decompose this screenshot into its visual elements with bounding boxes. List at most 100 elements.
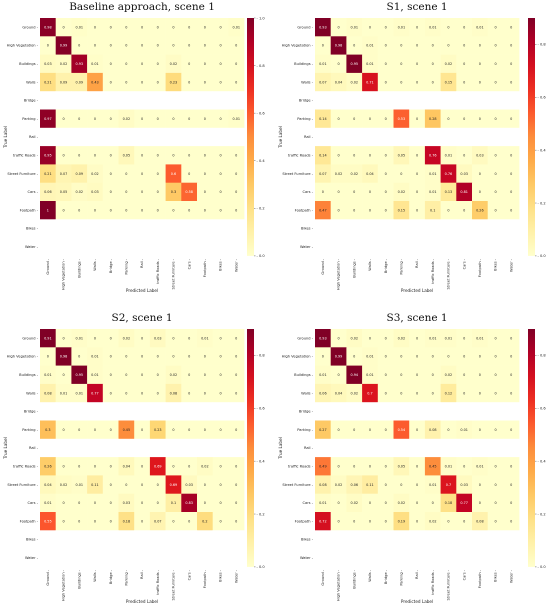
- heatmap-cell: [377, 146, 394, 165]
- heatmap-cell-value: 0: [188, 336, 190, 340]
- heatmap-cell: [409, 36, 426, 55]
- heatmap-cell-empty: [212, 91, 229, 110]
- heatmap-cell: [118, 164, 135, 183]
- heatmap-cell-empty: [55, 127, 72, 147]
- heatmap-cell-value: 0: [235, 483, 237, 487]
- heatmap-cell: [134, 457, 151, 476]
- heatmap-cell-empty: [102, 402, 119, 421]
- heatmap-cell-value: 0: [463, 355, 465, 359]
- heatmap-cell-value: 0.54: [398, 428, 406, 432]
- heatmap-cell-empty: [71, 438, 88, 458]
- heatmap-cell-value: 0.02: [123, 117, 131, 121]
- x-tick-label-bikes: Bikes -: [494, 569, 498, 582]
- heatmap-cell-value: 0: [353, 428, 355, 432]
- heatmap-cell-value: 0: [110, 117, 112, 121]
- heatmap-cell: [40, 36, 56, 55]
- heatmap-cell-value: 0: [353, 208, 355, 212]
- heatmap-cell-value: 0: [235, 208, 237, 212]
- heatmap-cell-value: 0: [447, 25, 449, 29]
- heatmap-cell-value: 0: [94, 25, 96, 29]
- heatmap-cell-value: 0.13: [445, 190, 453, 194]
- heatmap-cell-value: 0: [416, 464, 418, 468]
- heatmap-cell: [149, 347, 166, 366]
- heatmap-cell: [71, 54, 88, 74]
- heatmap-cell-value: 0: [510, 519, 512, 523]
- heatmap-cell: [440, 201, 457, 220]
- heatmap-cell-empty: [40, 219, 56, 238]
- colorbar-tick-label: - 0.8: [257, 64, 266, 68]
- heatmap-cell-value: 0: [110, 208, 112, 212]
- heatmap-cell-empty: [424, 237, 441, 257]
- x-tick-label-street-furniture: Street Furniture -: [447, 569, 451, 600]
- x-tick-label-walls: Walls -: [368, 569, 372, 582]
- heatmap-cell-value: 0: [78, 208, 80, 212]
- heatmap-cell: [472, 512, 488, 531]
- heatmap-cell-value: 0: [78, 153, 80, 157]
- heatmap-cell-empty: [118, 548, 135, 568]
- heatmap-cell-empty: [487, 237, 504, 257]
- heatmap-cell-value: 0.01: [476, 25, 484, 29]
- heatmap-cell-value: 0.18: [123, 519, 131, 523]
- heatmap-cell: [487, 329, 504, 348]
- heatmap-cell-value: 0: [385, 464, 387, 468]
- heatmap-cell-value: 0.2: [202, 519, 207, 523]
- heatmap-cell-value: 0.02: [445, 373, 453, 377]
- x-tick-label-walls: Walls -: [93, 258, 97, 271]
- heatmap-cell: [212, 457, 229, 476]
- heatmap-cell-empty: [456, 530, 473, 549]
- heatmap-cell: [472, 347, 488, 366]
- heatmap-cell-value: 0: [416, 117, 418, 121]
- heatmap-cell-empty: [487, 127, 504, 147]
- heatmap-cell-empty: [472, 237, 488, 257]
- heatmap-cell: [212, 475, 229, 494]
- heatmap-cell: [315, 493, 331, 513]
- heatmap-cell: [346, 72, 363, 92]
- heatmap-cell: [87, 164, 104, 183]
- heatmap-cell-empty: [102, 438, 119, 458]
- heatmap-cell: [228, 365, 245, 385]
- heatmap-cell-value: 0: [141, 483, 143, 487]
- heatmap-cell-value: 0: [235, 464, 237, 468]
- heatmap-cell-value: 0: [494, 62, 496, 66]
- heatmap-cell: [440, 72, 457, 92]
- heatmap-cell-value: 0: [235, 44, 237, 48]
- heatmap-cell-value: 0: [494, 80, 496, 84]
- heatmap-cell-value: 0.01: [429, 25, 437, 29]
- heatmap-cell: [87, 475, 104, 494]
- heatmap-cell: [134, 201, 151, 220]
- heatmap-cell-value: 0: [463, 44, 465, 48]
- heatmap-cell: [377, 457, 394, 476]
- heatmap-cell: [440, 365, 457, 385]
- heatmap-cell-empty: [362, 530, 379, 549]
- y-tick-label-ground: Ground -: [22, 336, 38, 340]
- heatmap-cell-value: 0.94: [350, 373, 358, 377]
- heatmap-cell: [315, 36, 331, 55]
- x-tick-label-traffic-roads: traffic Roads -: [431, 569, 435, 595]
- heatmap-cell: [212, 493, 229, 513]
- heatmap-cell-empty: [149, 438, 166, 458]
- heatmap-cell: [228, 475, 245, 494]
- heatmap-cell: [440, 329, 457, 348]
- heatmap-cell: [212, 164, 229, 183]
- heatmap-cell-value: 0: [204, 373, 206, 377]
- heatmap-cell-value: 0.58: [185, 190, 193, 194]
- heatmap-cell-empty: [315, 219, 331, 238]
- heatmap-cell-value: 0.19: [398, 519, 406, 523]
- heatmap-cell-value: 0: [510, 44, 512, 48]
- x-tick-label-water: Water -: [509, 569, 513, 583]
- panel-4-title: S3, scene 1: [387, 312, 448, 324]
- y-tick-label-cars: Cars -: [27, 190, 38, 194]
- heatmap-cell: [393, 457, 410, 476]
- heatmap-cell: [228, 493, 245, 513]
- heatmap-cell-value: 0: [510, 153, 512, 157]
- heatmap-cell: [212, 365, 229, 385]
- heatmap-cell-value: 0.02: [60, 483, 68, 487]
- heatmap-cell: [149, 365, 166, 385]
- heatmap-cell-empty: [330, 402, 347, 421]
- heatmap-cell-empty: [228, 127, 245, 147]
- heatmap-cell-value: 0: [416, 391, 418, 395]
- heatmap-cell-value: 0: [157, 172, 159, 176]
- heatmap-cell-value: 0: [235, 501, 237, 505]
- heatmap-cell-value: 0.01: [319, 62, 327, 66]
- heatmap-cell-empty: [377, 548, 394, 568]
